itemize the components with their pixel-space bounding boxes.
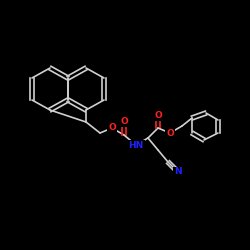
Text: O: O [120,118,128,126]
Text: O: O [166,128,174,138]
Text: HN: HN [128,140,144,149]
Text: O: O [108,124,116,132]
Text: O: O [154,112,162,120]
Text: N: N [174,168,182,176]
